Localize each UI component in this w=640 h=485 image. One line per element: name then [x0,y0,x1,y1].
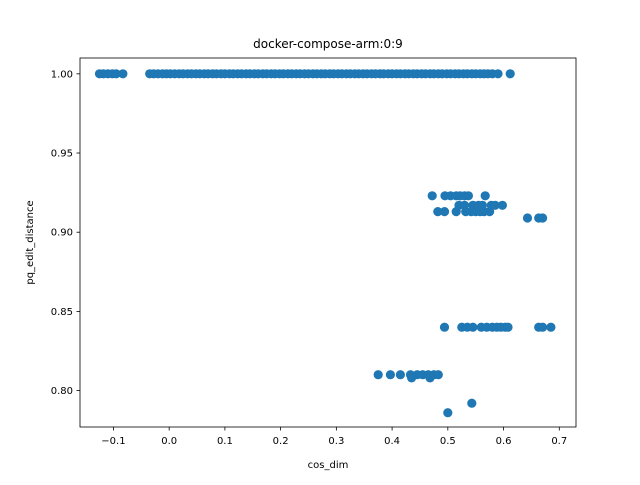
data-point [503,322,513,332]
x-tick-label: 0.3 [328,436,344,447]
y-tick-label: 0.95 [51,149,73,160]
plot-frame [79,57,577,428]
data-point [439,207,450,217]
chart-title: docker-compose-arm:0:9 [253,37,403,51]
data-point [433,370,443,380]
data-point [505,69,515,79]
y-tick-label: 0.85 [51,307,73,318]
data-point [425,373,435,383]
data-point [493,69,503,79]
data-point [490,200,500,210]
data-point [497,200,507,210]
data-point [468,322,478,332]
data-point [373,370,383,380]
data-point [385,370,395,380]
data-point [439,322,450,332]
data-point [538,213,548,223]
data-point [467,398,477,408]
x-tick-label: −0.1 [101,436,125,447]
y-tick-label: 0.90 [51,228,73,239]
data-point [395,370,405,380]
x-tick-label: 0.7 [551,436,567,447]
data-point [538,322,548,332]
x-tick-label: 0.1 [217,436,233,447]
x-axis-ticks: −0.1 0.0 0.1 0.2 0.3 0.4 0.5 0.6 0.7 [101,427,567,447]
y-axis-ticks: 0.80 0.85 0.90 0.95 1.00 [51,69,80,397]
y-tick-label: 1.00 [51,69,73,80]
x-tick-label: 0.4 [384,436,400,447]
data-points [94,69,556,418]
data-point [477,200,487,210]
data-point [443,408,453,418]
data-point [118,69,128,79]
data-point [522,213,533,223]
x-tick-label: 0.2 [273,436,289,447]
y-tick-label: 0.80 [51,386,73,397]
data-point [427,191,437,201]
data-point [546,322,556,332]
data-point [463,191,473,201]
x-tick-label: 0.6 [496,436,512,447]
data-point [480,191,490,201]
x-tick-label: 0.0 [161,436,177,447]
data-point [433,207,443,217]
data-point [111,69,121,79]
y-axis-label: pq_edit_distance [25,200,36,284]
data-point [459,200,470,210]
data-point [407,373,417,383]
x-axis-label: cos_dim [308,460,349,471]
x-tick-label: 0.5 [440,436,456,447]
